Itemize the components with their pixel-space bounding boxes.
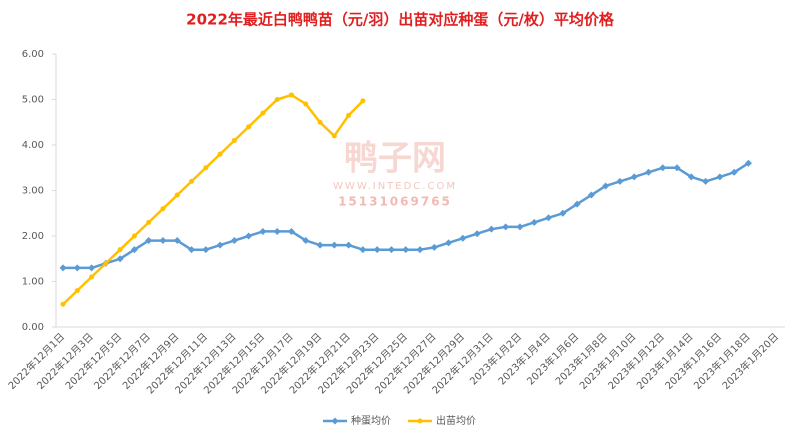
y-tick-label: 5.00	[22, 95, 44, 106]
y-tick-label: 2.00	[22, 231, 44, 242]
data-point	[687, 173, 695, 181]
data-point	[303, 101, 309, 107]
data-point	[502, 223, 510, 231]
data-point	[159, 237, 167, 245]
data-point	[203, 165, 209, 171]
data-point	[359, 246, 367, 254]
legend-marker	[417, 418, 423, 424]
data-point	[459, 234, 467, 242]
watermark: WWW.INTEDC.COM	[333, 181, 457, 192]
data-point	[73, 264, 81, 272]
data-point	[188, 246, 196, 254]
data-point	[373, 246, 381, 254]
data-point	[245, 232, 253, 240]
data-point	[74, 288, 80, 294]
data-point	[287, 227, 295, 235]
data-point	[545, 214, 553, 222]
data-point	[744, 159, 752, 167]
data-point	[602, 182, 610, 190]
data-point	[231, 137, 237, 143]
data-point	[230, 237, 238, 245]
data-point	[160, 206, 166, 212]
data-point	[216, 241, 224, 249]
data-point	[716, 173, 724, 181]
data-point	[302, 237, 310, 245]
data-point	[559, 209, 567, 217]
data-point	[173, 237, 181, 245]
chart-title: 2022年最近白鸭鸭苗（元/羽）出苗对应种蛋（元/枚）平均价格	[186, 11, 615, 29]
data-point	[360, 98, 366, 104]
data-point	[573, 200, 581, 208]
data-point	[202, 246, 210, 254]
data-point	[146, 219, 152, 225]
data-point	[103, 260, 109, 266]
data-point	[516, 223, 524, 231]
y-tick-label: 0.00	[22, 322, 44, 333]
data-point	[259, 227, 267, 235]
data-point	[673, 164, 681, 172]
data-point	[89, 274, 95, 280]
data-point	[273, 227, 281, 235]
watermark: 15131069765	[338, 195, 452, 209]
data-point	[530, 218, 538, 226]
data-point	[487, 225, 495, 233]
data-point	[88, 264, 96, 272]
data-point	[659, 164, 667, 172]
series-line	[62, 93, 364, 306]
data-point	[473, 230, 481, 238]
data-point	[730, 168, 738, 176]
y-tick-label: 4.00	[22, 140, 44, 151]
data-point	[317, 119, 323, 125]
legend-label: 出苗均价	[436, 414, 476, 427]
y-tick-label: 3.00	[22, 186, 44, 197]
data-point	[288, 92, 294, 98]
data-point	[402, 246, 410, 254]
data-point	[274, 97, 280, 102]
data-point	[117, 247, 123, 253]
y-tick-label: 1.00	[22, 277, 44, 288]
data-point	[416, 246, 424, 254]
data-point	[174, 192, 180, 198]
data-point	[630, 173, 638, 181]
data-point	[346, 112, 352, 118]
data-point	[145, 237, 153, 245]
data-point	[445, 239, 453, 247]
data-point	[59, 264, 67, 272]
data-point	[387, 246, 395, 254]
data-point	[616, 177, 624, 185]
data-point	[587, 191, 595, 199]
data-point	[116, 255, 124, 263]
legend-marker	[331, 417, 339, 425]
data-point	[316, 241, 324, 249]
data-point	[644, 168, 652, 176]
data-point	[217, 151, 223, 157]
data-point	[246, 124, 252, 130]
watermark: 鸭子网	[344, 139, 446, 179]
data-point	[345, 241, 353, 249]
legend-label: 种蛋均价	[351, 414, 391, 427]
data-point	[430, 243, 438, 251]
data-point	[131, 233, 137, 239]
data-point	[189, 178, 195, 184]
data-point	[330, 241, 338, 249]
data-point	[702, 177, 710, 185]
data-point	[331, 133, 337, 139]
y-tick-label: 6.00	[22, 49, 44, 60]
data-point	[130, 246, 138, 254]
data-point	[60, 301, 66, 307]
data-point	[260, 110, 266, 116]
